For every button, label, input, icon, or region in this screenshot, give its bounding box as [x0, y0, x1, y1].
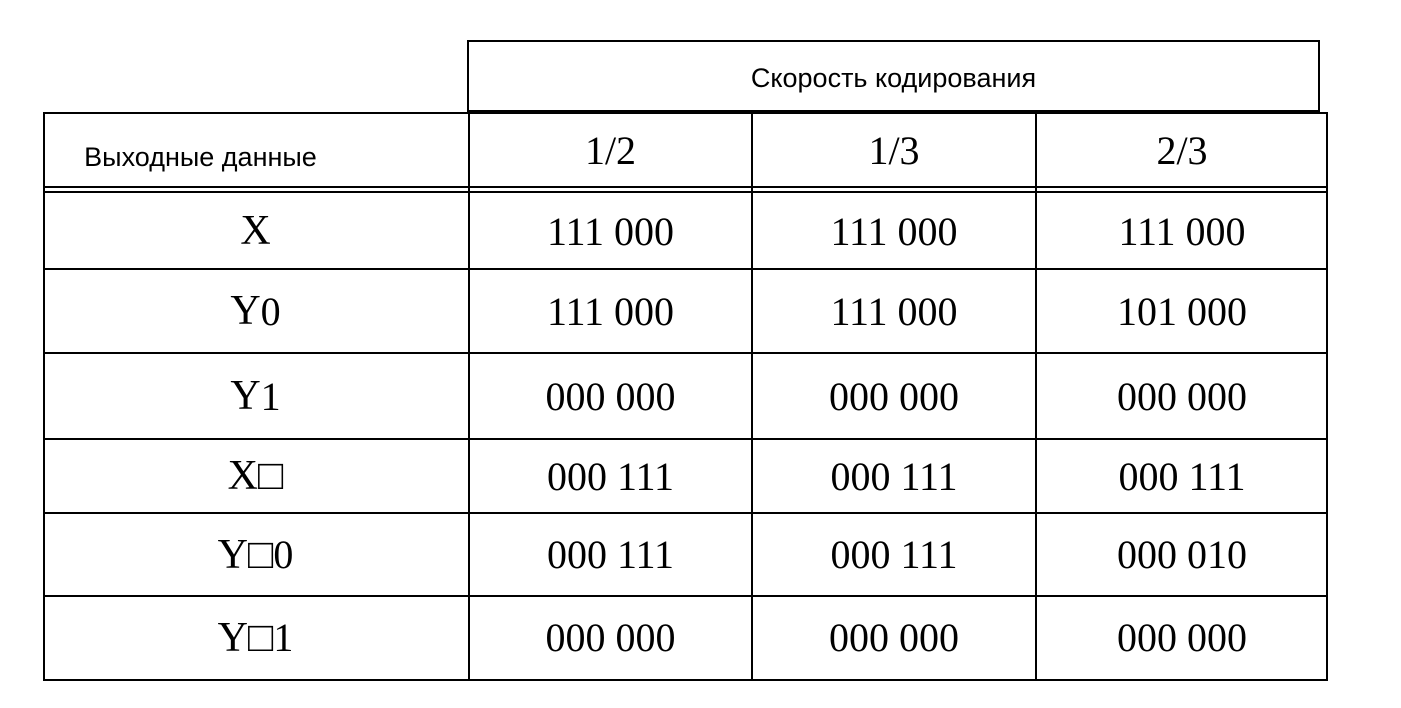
table-cell: 111 000	[753, 193, 1035, 269]
table-cell: 111 000	[753, 269, 1035, 353]
table-cell: 000 111	[1037, 439, 1327, 513]
row-label-subscript: 1	[273, 614, 293, 661]
table-cell: 000 111	[470, 439, 751, 513]
table-cell: 000 000	[753, 353, 1035, 439]
row-label-main: Y□	[218, 614, 274, 662]
table-cell: 111 000	[470, 193, 751, 269]
row-label: Y0	[43, 269, 468, 353]
column-header: 1/2	[470, 114, 751, 186]
table-cell: 000 111	[753, 439, 1035, 513]
table-cell: 000 000	[753, 596, 1035, 679]
row-label-main: X	[240, 207, 270, 255]
table-cell: 000 111	[753, 513, 1035, 596]
row-label: X	[43, 193, 468, 269]
table-cell: 000 000	[1037, 596, 1327, 679]
row-label: Y1	[43, 353, 468, 439]
column-header: 1/3	[753, 114, 1035, 186]
row-label: X□	[43, 439, 468, 513]
header-divider	[43, 186, 1328, 188]
row-label-main: Y	[230, 372, 260, 420]
row-label: Y□1	[43, 596, 468, 679]
row-label-main: Y	[230, 287, 260, 335]
table-cell: 000 000	[1037, 353, 1327, 439]
group-header: Скорость кодирования	[467, 40, 1320, 112]
table-cell: 111 000	[1037, 193, 1327, 269]
table-cell: 111 000	[470, 269, 751, 353]
table-cell: 000 000	[470, 353, 751, 439]
table-cell: 101 000	[1037, 269, 1327, 353]
column-header: 2/3	[1037, 114, 1327, 186]
row-header: Выходные данные	[43, 114, 468, 186]
row-label-subscript: 1	[261, 373, 281, 420]
table-cell: 000 010	[1037, 513, 1327, 596]
row-label-main: X□	[228, 452, 284, 500]
table-cell: 000 111	[470, 513, 751, 596]
table-cell: 000 000	[470, 596, 751, 679]
row-label-subscript: 0	[261, 288, 281, 335]
row-label-subscript: 0	[273, 531, 293, 578]
row-label-main: Y□	[218, 531, 274, 579]
row-label: Y□0	[43, 513, 468, 596]
